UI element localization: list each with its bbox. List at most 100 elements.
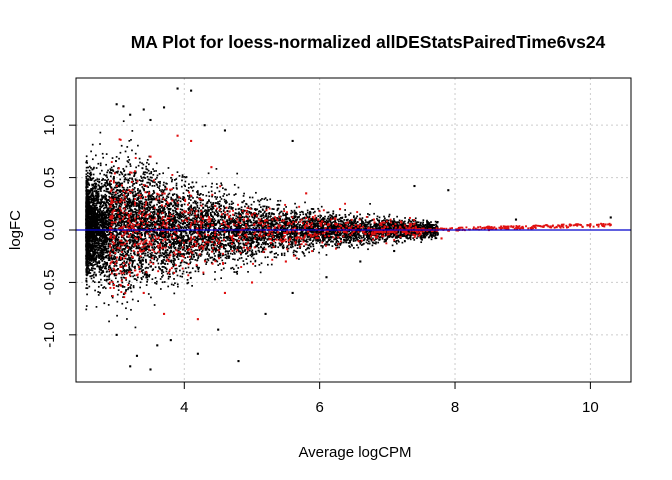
black-point: [86, 183, 89, 186]
black-point: [155, 195, 158, 198]
black-point: [214, 227, 217, 230]
black-point: [342, 241, 345, 244]
black-point: [232, 217, 234, 219]
black-point: [396, 235, 399, 238]
black-point: [140, 192, 142, 195]
black-point: [428, 222, 431, 224]
black-point: [184, 250, 187, 252]
black-point: [347, 218, 349, 221]
black-point: [151, 176, 153, 179]
black-point: [104, 241, 107, 244]
black-point: [194, 251, 197, 254]
black-point: [159, 180, 161, 183]
black-point: [257, 249, 260, 252]
black-point: [145, 165, 148, 168]
black-point: [95, 234, 98, 236]
black-point: [171, 229, 174, 232]
black-point: [254, 209, 257, 211]
black-point: [110, 208, 113, 210]
black-point: [91, 210, 94, 212]
black-point: [116, 199, 119, 202]
black-point: [241, 223, 243, 226]
black-point: [395, 242, 398, 245]
black-point: [437, 233, 439, 236]
black-point: [97, 193, 100, 195]
black-point: [233, 245, 236, 248]
black-point: [111, 157, 114, 159]
black-point: [189, 258, 191, 261]
black-point: [172, 243, 175, 246]
black-point: [175, 193, 178, 196]
black-point: [143, 218, 145, 221]
black-point: [146, 181, 149, 184]
black-point: [188, 214, 191, 217]
black-point: [387, 223, 389, 226]
black-point: [174, 240, 177, 243]
black-point: [192, 238, 194, 240]
black-point: [257, 199, 259, 202]
black-point: [145, 230, 148, 232]
black-point: [131, 236, 134, 238]
black-point: [281, 242, 283, 245]
black-point: [290, 227, 293, 230]
black-point: [194, 235, 196, 238]
black-point: [424, 224, 427, 227]
black-point: [211, 223, 214, 225]
black-point: [174, 259, 176, 261]
black-point: [201, 233, 203, 236]
black-point: [123, 169, 126, 172]
black-point: [212, 203, 215, 206]
black-point: [364, 219, 367, 222]
black-point: [236, 273, 239, 275]
black-point: [202, 211, 204, 213]
black-point: [92, 211, 95, 213]
black-point: [110, 238, 113, 241]
black-point: [116, 245, 119, 248]
black-point: [121, 212, 124, 215]
black-point: [202, 244, 205, 247]
black-point: [182, 236, 184, 239]
black-point: [123, 260, 126, 263]
black-point: [200, 253, 203, 256]
black-point: [126, 146, 129, 148]
black-point: [151, 180, 154, 183]
black-point: [108, 200, 111, 203]
black-point: [163, 256, 165, 258]
black-point: [109, 168, 112, 171]
black-point: [117, 242, 119, 245]
black-point: [261, 237, 263, 239]
black-point: [124, 251, 127, 254]
black-point: [263, 205, 266, 208]
black-point: [106, 231, 109, 233]
black-point: [280, 243, 283, 246]
black-point: [120, 190, 123, 192]
black-point: [357, 246, 360, 249]
black-point: [410, 230, 413, 232]
black-point: [100, 242, 103, 245]
black-point: [295, 233, 298, 236]
black-point: [111, 207, 114, 210]
black-point: [329, 220, 332, 222]
black-point: [208, 199, 210, 201]
black-point: [233, 251, 235, 254]
black-point: [222, 187, 224, 190]
black-point: [367, 248, 369, 251]
black-point: [328, 218, 330, 220]
black-point: [168, 192, 171, 195]
black-point: [88, 205, 91, 208]
black-point: [409, 238, 412, 241]
black-point: [110, 187, 113, 189]
black-point: [411, 224, 414, 227]
black-point: [144, 226, 147, 229]
black-point: [413, 239, 416, 241]
black-point: [169, 275, 171, 278]
black-point: [105, 185, 107, 188]
black-point: [88, 232, 90, 235]
black-point: [107, 254, 110, 257]
black-point: [107, 209, 110, 212]
black-point: [141, 211, 144, 213]
black-point: [284, 212, 287, 215]
black-point: [347, 242, 350, 244]
black-point: [94, 204, 96, 207]
black-point: [288, 217, 290, 219]
